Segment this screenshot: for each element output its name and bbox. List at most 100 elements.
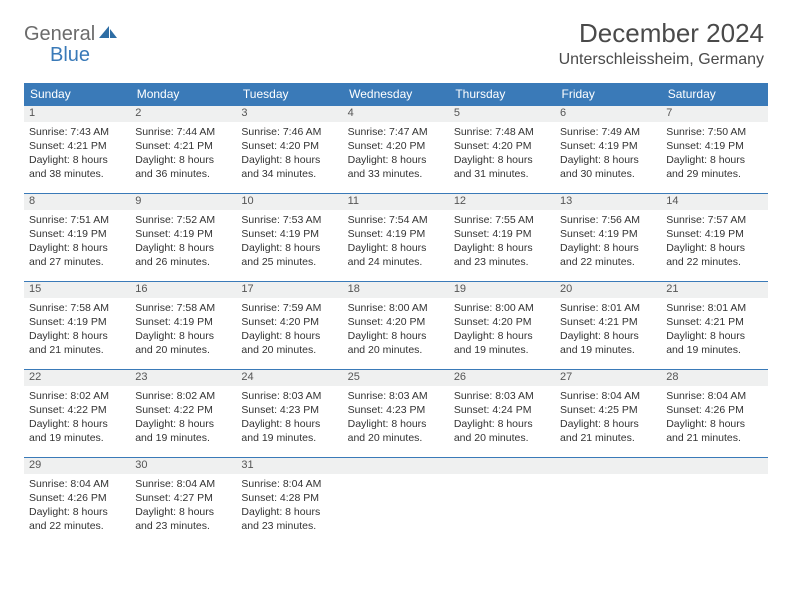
sunset-text: Sunset: 4:23 PM bbox=[241, 403, 337, 417]
day-content-cell: Sunrise: 7:55 AMSunset: 4:19 PMDaylight:… bbox=[449, 210, 555, 282]
daylight1-text: Daylight: 8 hours bbox=[454, 153, 550, 167]
daynum-row: 1234567 bbox=[24, 106, 768, 122]
day-content-cell: Sunrise: 8:02 AMSunset: 4:22 PMDaylight:… bbox=[130, 386, 236, 458]
sunset-text: Sunset: 4:19 PM bbox=[348, 227, 444, 241]
daylight1-text: Daylight: 8 hours bbox=[348, 329, 444, 343]
daylight1-text: Daylight: 8 hours bbox=[348, 417, 444, 431]
sunset-text: Sunset: 4:20 PM bbox=[454, 139, 550, 153]
day-content-cell: Sunrise: 7:47 AMSunset: 4:20 PMDaylight:… bbox=[343, 122, 449, 194]
weekday-header: Wednesday bbox=[343, 83, 449, 106]
daylight2-text: and 19 minutes. bbox=[560, 343, 656, 357]
daylight1-text: Daylight: 8 hours bbox=[454, 417, 550, 431]
sunset-text: Sunset: 4:19 PM bbox=[241, 227, 337, 241]
day-content-cell bbox=[555, 474, 661, 546]
day-number-cell: 31 bbox=[236, 458, 342, 474]
daylight1-text: Daylight: 8 hours bbox=[29, 329, 125, 343]
daynum-row: 293031 bbox=[24, 458, 768, 474]
day-number: 17 bbox=[241, 283, 253, 295]
sunrise-text: Sunrise: 7:59 AM bbox=[241, 301, 337, 315]
day-content-cell: Sunrise: 8:03 AMSunset: 4:23 PMDaylight:… bbox=[343, 386, 449, 458]
sunset-text: Sunset: 4:19 PM bbox=[29, 227, 125, 241]
weekday-header: Monday bbox=[130, 83, 236, 106]
day-number: 8 bbox=[29, 195, 35, 207]
day-content-cell: Sunrise: 7:50 AMSunset: 4:19 PMDaylight:… bbox=[661, 122, 767, 194]
day-number: 19 bbox=[454, 283, 466, 295]
day-number: 7 bbox=[666, 107, 672, 119]
day-number: 11 bbox=[348, 195, 359, 207]
day-content-cell: Sunrise: 7:49 AMSunset: 4:19 PMDaylight:… bbox=[555, 122, 661, 194]
sunset-text: Sunset: 4:19 PM bbox=[560, 227, 656, 241]
day-number-cell: 29 bbox=[24, 458, 130, 474]
day-content-cell: Sunrise: 8:03 AMSunset: 4:24 PMDaylight:… bbox=[449, 386, 555, 458]
daylight2-text: and 34 minutes. bbox=[241, 167, 337, 181]
daylight1-text: Daylight: 8 hours bbox=[454, 329, 550, 343]
daylight2-text: and 20 minutes. bbox=[135, 343, 231, 357]
daylight2-text: and 22 minutes. bbox=[666, 255, 762, 269]
weekday-header: Friday bbox=[555, 83, 661, 106]
sunrise-text: Sunrise: 8:02 AM bbox=[29, 389, 125, 403]
day-number: 15 bbox=[29, 283, 41, 295]
day-number: 12 bbox=[454, 195, 466, 207]
daylight2-text: and 36 minutes. bbox=[135, 167, 231, 181]
sunset-text: Sunset: 4:28 PM bbox=[241, 491, 337, 505]
logo-sail-icon bbox=[97, 24, 119, 45]
daylight2-text: and 20 minutes. bbox=[241, 343, 337, 357]
day-content-cell: Sunrise: 7:48 AMSunset: 4:20 PMDaylight:… bbox=[449, 122, 555, 194]
sunset-text: Sunset: 4:19 PM bbox=[135, 315, 231, 329]
day-number: 9 bbox=[135, 195, 141, 207]
sunset-text: Sunset: 4:20 PM bbox=[348, 315, 444, 329]
content-row: Sunrise: 8:04 AMSunset: 4:26 PMDaylight:… bbox=[24, 474, 768, 546]
day-number-cell: 8 bbox=[24, 194, 130, 210]
daylight2-text: and 20 minutes. bbox=[348, 431, 444, 445]
day-number-cell: 2 bbox=[130, 106, 236, 122]
day-number-cell: 21 bbox=[661, 282, 767, 298]
daylight2-text: and 21 minutes. bbox=[29, 343, 125, 357]
daylight1-text: Daylight: 8 hours bbox=[135, 153, 231, 167]
day-number-cell: 7 bbox=[661, 106, 767, 122]
day-number-cell: 19 bbox=[449, 282, 555, 298]
day-number: 16 bbox=[135, 283, 147, 295]
day-number: 29 bbox=[29, 459, 41, 471]
day-number: 23 bbox=[135, 371, 147, 383]
day-number-cell: 24 bbox=[236, 370, 342, 386]
daylight1-text: Daylight: 8 hours bbox=[29, 505, 125, 519]
day-number-cell: 23 bbox=[130, 370, 236, 386]
sunrise-text: Sunrise: 7:43 AM bbox=[29, 125, 125, 139]
day-number-cell: 17 bbox=[236, 282, 342, 298]
day-content-cell: Sunrise: 7:46 AMSunset: 4:20 PMDaylight:… bbox=[236, 122, 342, 194]
sunset-text: Sunset: 4:20 PM bbox=[241, 315, 337, 329]
day-number-cell: 25 bbox=[343, 370, 449, 386]
daylight1-text: Daylight: 8 hours bbox=[454, 241, 550, 255]
content-row: Sunrise: 7:51 AMSunset: 4:19 PMDaylight:… bbox=[24, 210, 768, 282]
daylight2-text: and 21 minutes. bbox=[666, 431, 762, 445]
daylight2-text: and 19 minutes. bbox=[241, 431, 337, 445]
daylight1-text: Daylight: 8 hours bbox=[666, 329, 762, 343]
sunrise-text: Sunrise: 8:03 AM bbox=[454, 389, 550, 403]
day-content-cell: Sunrise: 8:04 AMSunset: 4:26 PMDaylight:… bbox=[661, 386, 767, 458]
daylight1-text: Daylight: 8 hours bbox=[560, 241, 656, 255]
day-content-cell bbox=[661, 474, 767, 546]
day-number: 6 bbox=[560, 107, 566, 119]
weekday-header: Saturday bbox=[661, 83, 767, 106]
sunset-text: Sunset: 4:19 PM bbox=[454, 227, 550, 241]
sunrise-text: Sunrise: 8:04 AM bbox=[666, 389, 762, 403]
sunset-text: Sunset: 4:25 PM bbox=[560, 403, 656, 417]
daylight2-text: and 20 minutes. bbox=[348, 343, 444, 357]
day-content-cell: Sunrise: 7:52 AMSunset: 4:19 PMDaylight:… bbox=[130, 210, 236, 282]
daylight2-text: and 19 minutes. bbox=[29, 431, 125, 445]
day-content-cell: Sunrise: 8:01 AMSunset: 4:21 PMDaylight:… bbox=[555, 298, 661, 370]
daylight2-text: and 24 minutes. bbox=[348, 255, 444, 269]
day-number: 27 bbox=[560, 371, 572, 383]
daylight1-text: Daylight: 8 hours bbox=[241, 505, 337, 519]
sunset-text: Sunset: 4:20 PM bbox=[241, 139, 337, 153]
sunrise-text: Sunrise: 7:56 AM bbox=[560, 213, 656, 227]
daylight1-text: Daylight: 8 hours bbox=[135, 329, 231, 343]
sunrise-text: Sunrise: 8:01 AM bbox=[666, 301, 762, 315]
header: General Blue December 2024 Unterschleiss… bbox=[0, 0, 792, 77]
sunset-text: Sunset: 4:24 PM bbox=[454, 403, 550, 417]
day-number: 21 bbox=[666, 283, 678, 295]
sunrise-text: Sunrise: 7:49 AM bbox=[560, 125, 656, 139]
day-content-cell: Sunrise: 8:00 AMSunset: 4:20 PMDaylight:… bbox=[449, 298, 555, 370]
day-number: 2 bbox=[135, 107, 141, 119]
day-content-cell: Sunrise: 7:44 AMSunset: 4:21 PMDaylight:… bbox=[130, 122, 236, 194]
